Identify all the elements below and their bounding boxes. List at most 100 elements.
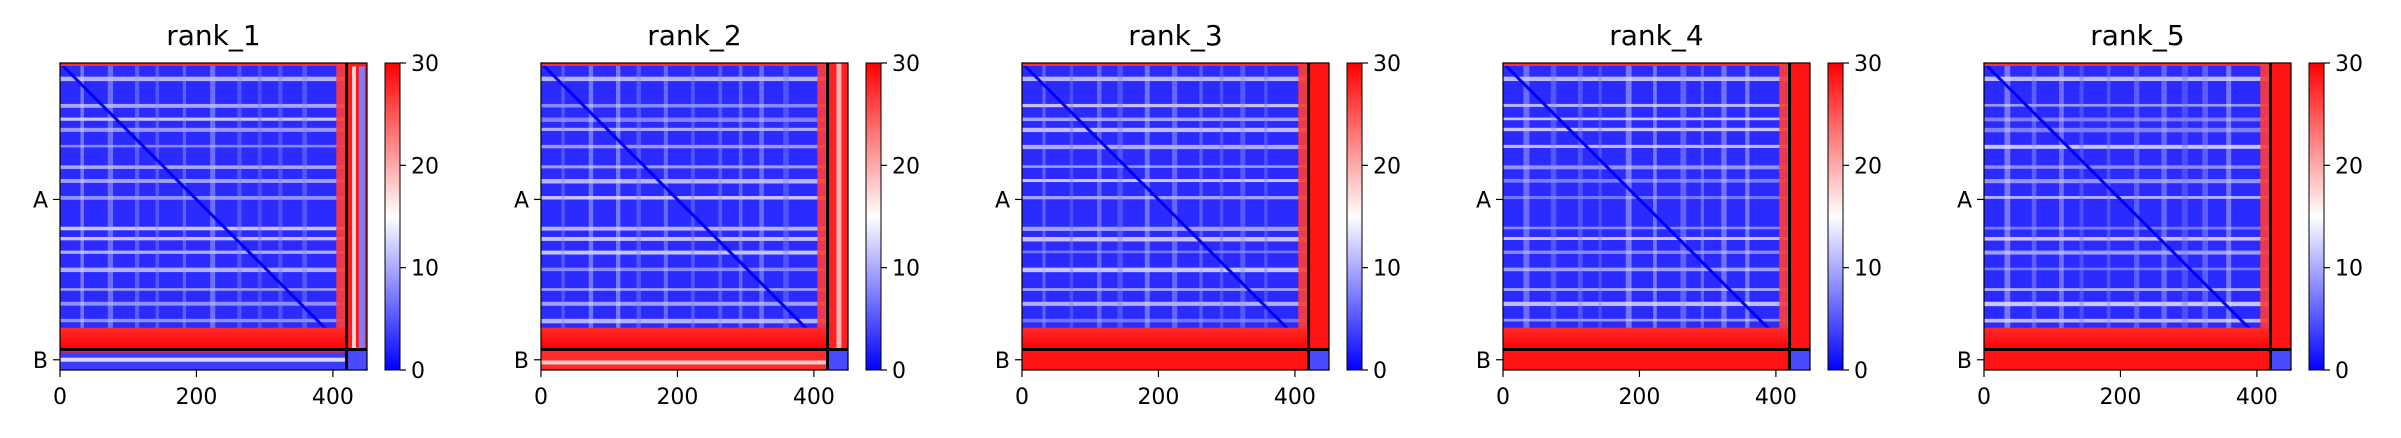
heatmap-col-band — [278, 63, 283, 350]
panel-title: rank_1 — [166, 19, 260, 52]
heatmap-row-band — [541, 236, 828, 241]
heatmap-row-band — [1022, 236, 1309, 242]
heatmap-row-band — [1503, 76, 1790, 82]
heatmap-col-band — [636, 63, 641, 350]
heatmap-ba-fill — [1503, 349, 1790, 370]
y-tick-label: A — [995, 188, 1010, 213]
y-tick-label: A — [1957, 188, 1972, 213]
heatmap-edge-top — [60, 63, 347, 66]
x-tick-label: 400 — [1274, 385, 1316, 410]
heatmap-col-band — [588, 63, 594, 350]
heatmap-row-band — [60, 288, 347, 291]
colorbar-tick-label: 0 — [1373, 359, 1387, 384]
heatmap-col-band — [2181, 63, 2188, 350]
x-tick-label: 0 — [534, 385, 548, 410]
heatmap-col-band — [2031, 63, 2037, 350]
heatmap-row-band — [1503, 103, 1790, 107]
colorbar-tick-label: 20 — [1373, 154, 1401, 179]
heatmap-col-band — [759, 63, 764, 350]
panel-title: rank_4 — [1609, 19, 1703, 52]
heatmap-col-band — [1042, 63, 1046, 350]
heatmap-row-band — [1022, 165, 1309, 168]
heatmap-block-BA — [1022, 349, 1309, 370]
heatmap-row-band — [60, 76, 347, 82]
heatmap-row-band — [541, 76, 828, 82]
panel-title: rank_3 — [1128, 19, 1222, 52]
heatmap-col-band — [155, 63, 160, 350]
heatmap-row-band — [1984, 301, 2271, 307]
heatmap-row-band — [1984, 226, 2271, 230]
heatmap-block-AB — [1789, 63, 1810, 350]
heatmap-diagonal — [58, 61, 348, 351]
heatmap-col-band — [1653, 63, 1657, 350]
heatmap-block-BB — [346, 349, 367, 370]
heatmap-row-band — [1503, 165, 1790, 170]
heatmap-block-BA — [60, 349, 347, 370]
heatmap-row-band — [1022, 103, 1309, 108]
x-tick-label: 400 — [2236, 385, 2278, 410]
heatmap-col-band — [135, 63, 140, 350]
colorbar-tick-label: 0 — [411, 359, 425, 384]
heatmap-col-band — [2106, 63, 2111, 350]
heatmap-block-AB — [827, 63, 848, 350]
plot-frame — [540, 62, 849, 371]
heatmap-col-band — [1219, 63, 1224, 350]
heatmap-block-BB — [1308, 349, 1329, 370]
heatmap-row-band — [1022, 127, 1309, 133]
heatmap-row-band — [1022, 226, 1309, 231]
heatmap-block-BB — [827, 349, 848, 370]
heatmap-row-band — [1022, 288, 1309, 291]
heatmap-row-band — [60, 318, 347, 323]
heatmap-row-band — [1984, 103, 2271, 107]
heatmap-edge-bottom — [1984, 327, 2271, 350]
colorbar: 0 10 20 30 — [2308, 52, 2363, 384]
heatmap-col-band — [2059, 63, 2064, 350]
y-tick-label: A — [33, 188, 48, 213]
y-tick-label: B — [33, 349, 48, 374]
heatmap-row-band — [1984, 117, 2271, 122]
plot-frame — [1502, 62, 1811, 371]
panel-title: rank_5 — [2090, 19, 2184, 52]
heatmap-row-band — [1022, 144, 1309, 150]
heatmap-row-band — [60, 178, 347, 183]
heatmap-edge-bottom — [1503, 327, 1790, 350]
heatmap-block-BA — [1984, 349, 2271, 370]
heatmap-col-band — [257, 63, 262, 350]
heatmap-col-band — [302, 63, 308, 350]
heatmap-row-band — [541, 127, 828, 131]
heatmap-col-band — [1700, 63, 1705, 350]
heatmap-col-band — [237, 63, 242, 350]
x-tick-label: 0 — [1977, 385, 1991, 410]
panel-title: rank_2 — [647, 19, 741, 52]
heatmap-col-band — [1117, 63, 1123, 350]
colorbar-tick-label: 30 — [1854, 52, 1882, 77]
heatmap-row-band — [60, 144, 347, 148]
heatmap-col-band — [691, 63, 695, 350]
heatmap-row-band — [541, 318, 828, 324]
heatmap-row-band — [1984, 267, 2271, 271]
colorbar-gradient — [1346, 62, 1363, 371]
heatmap-row-band — [1503, 144, 1790, 148]
heatmap-edge-bottom — [541, 327, 828, 350]
x-tick-label: 400 — [793, 385, 835, 410]
heatmap-edge-top — [1503, 63, 1790, 66]
colorbar-tick-label: 30 — [1373, 52, 1401, 77]
heatmap-row-band — [1022, 250, 1309, 254]
heatmap-row-band — [1984, 318, 2271, 323]
colorbar-tick-label: 10 — [1854, 257, 1882, 282]
heatmap-row-band — [1984, 250, 2271, 255]
y-tick-label: B — [1476, 349, 1491, 374]
heatmap-col-band — [1598, 63, 1602, 350]
colorbar-tick-label: 30 — [2335, 52, 2363, 77]
heatmap-row-band — [1984, 236, 2271, 241]
heatmap-row-band — [1022, 76, 1309, 82]
heatmap-row-band — [541, 301, 828, 306]
colorbar: 0 10 20 30 — [865, 52, 920, 384]
heatmap-col-band — [663, 63, 668, 350]
heatmap-edge-bottom — [60, 327, 347, 350]
heatmap-block-BB — [1789, 349, 1810, 370]
x-tick-label: 200 — [1137, 385, 1179, 410]
heatmap-row-band — [541, 196, 828, 200]
